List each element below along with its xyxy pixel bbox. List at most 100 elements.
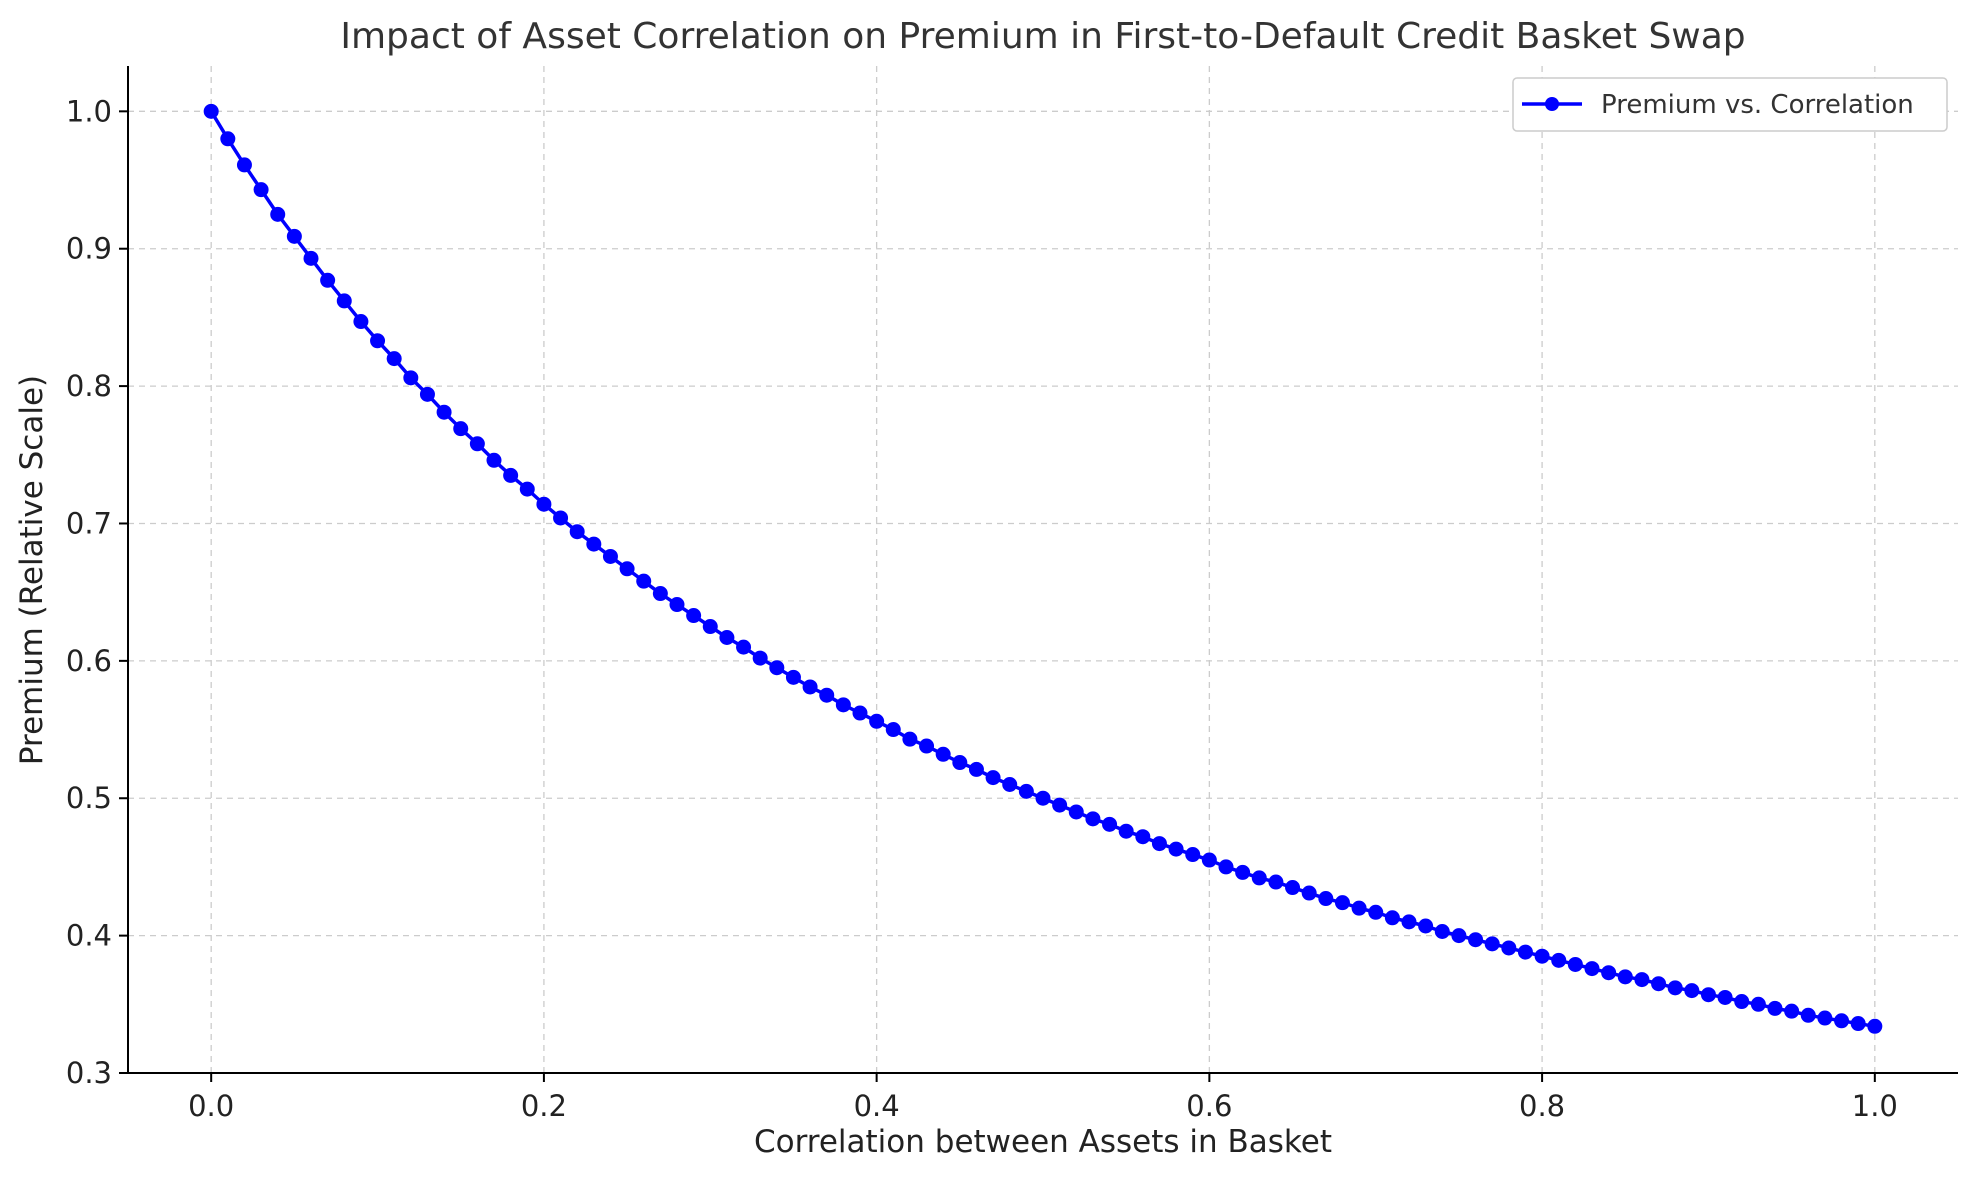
data-point <box>1451 928 1467 944</box>
data-point <box>1085 811 1101 827</box>
y-tick-label: 0.9 <box>66 232 112 266</box>
data-point <box>686 608 702 624</box>
data-point <box>1068 804 1084 820</box>
data-point <box>1151 836 1167 852</box>
data-point <box>370 333 386 349</box>
y-tick-label: 0.5 <box>66 781 112 815</box>
data-point <box>1351 900 1367 916</box>
data-point <box>1118 823 1134 839</box>
data-point <box>1850 1016 1866 1032</box>
data-point <box>1617 969 1633 985</box>
data-point <box>785 669 801 685</box>
data-point <box>453 421 469 437</box>
data-point <box>320 272 336 288</box>
data-point <box>1517 944 1533 960</box>
data-point <box>752 650 768 666</box>
data-point <box>403 370 419 386</box>
data-point <box>286 228 302 244</box>
data-point <box>1767 1000 1783 1016</box>
data-point <box>1800 1007 1816 1023</box>
data-point <box>1418 918 1434 934</box>
data-point <box>869 713 885 729</box>
data-point <box>602 548 618 564</box>
data-point <box>220 131 236 147</box>
data-point <box>236 157 252 173</box>
data-point <box>1567 956 1583 972</box>
data-point <box>1368 904 1384 920</box>
data-point <box>469 436 485 452</box>
legend-entry-premium-vs-correlation: Premium vs. Correlation <box>1601 90 1914 120</box>
data-point <box>952 755 968 771</box>
y-tick-label: 0.8 <box>66 369 112 403</box>
legend-frame <box>1512 77 1948 132</box>
data-point <box>586 536 602 552</box>
data-point <box>652 586 668 602</box>
data-point <box>1717 989 1733 1005</box>
data-point <box>1817 1010 1833 1026</box>
data-point <box>702 619 718 635</box>
data-point <box>985 770 1001 786</box>
data-point <box>1700 987 1716 1003</box>
data-point <box>1584 961 1600 977</box>
x-tick-label: 0.2 <box>521 1089 567 1123</box>
data-point <box>1750 996 1766 1012</box>
data-point <box>419 386 435 402</box>
data-point <box>270 206 286 222</box>
data-point <box>1251 870 1267 886</box>
data-point <box>1185 847 1201 863</box>
chart-title: Impact of Asset Correlation on Premium i… <box>340 16 1745 57</box>
data-point <box>852 705 868 721</box>
x-tick-label: 0.8 <box>1519 1089 1565 1123</box>
data-series <box>203 103 1883 1034</box>
data-point <box>386 351 402 367</box>
data-point <box>1218 859 1234 875</box>
data-point <box>736 639 752 655</box>
data-point <box>1334 895 1350 911</box>
x-tick-label: 1.0 <box>1852 1089 1898 1123</box>
data-point <box>1318 891 1334 907</box>
data-point <box>303 250 319 266</box>
data-point <box>1634 972 1650 988</box>
axes <box>119 66 1958 1082</box>
data-point <box>1684 983 1700 999</box>
data-point <box>1018 783 1034 799</box>
x-tick-label: 0.4 <box>854 1089 900 1123</box>
data-point <box>1035 790 1051 806</box>
data-point <box>1135 829 1151 845</box>
data-point <box>902 731 918 747</box>
tick-labels: 0.0 0.2 0.4 0.6 0.8 1.0 0.3 0.4 0.5 0.6 0.7 0.8 0.9 1… <box>66 94 1898 1123</box>
data-point <box>436 404 452 420</box>
data-point <box>619 561 635 577</box>
data-point <box>1468 932 1484 948</box>
data-point <box>669 597 685 613</box>
data-point <box>919 738 935 754</box>
data-point <box>253 182 269 198</box>
data-point <box>519 481 535 497</box>
data-point <box>1002 777 1018 792</box>
data-point <box>1484 936 1500 952</box>
y-axis-label: Premium (Relative Scale) <box>14 375 50 765</box>
data-point <box>1534 948 1550 964</box>
y-tick-label: 0.6 <box>66 644 112 678</box>
x-axis-label: Correlation between Assets in Basket <box>754 1124 1332 1160</box>
data-point <box>1201 852 1217 868</box>
y-tick-label: 1.0 <box>66 94 112 128</box>
data-point <box>835 697 851 713</box>
data-point <box>1384 910 1400 926</box>
data-point <box>1434 924 1450 939</box>
data-point <box>1501 940 1517 956</box>
data-point <box>1235 864 1251 880</box>
data-point <box>1784 1003 1800 1019</box>
y-tick-label: 0.4 <box>66 919 112 953</box>
data-point <box>1601 965 1617 981</box>
data-point <box>569 524 585 540</box>
data-point <box>885 722 901 738</box>
data-point <box>1285 880 1301 896</box>
data-point <box>769 660 785 676</box>
data-point <box>819 687 835 703</box>
data-point <box>203 103 219 119</box>
data-point <box>1102 816 1118 832</box>
data-point <box>968 761 984 777</box>
